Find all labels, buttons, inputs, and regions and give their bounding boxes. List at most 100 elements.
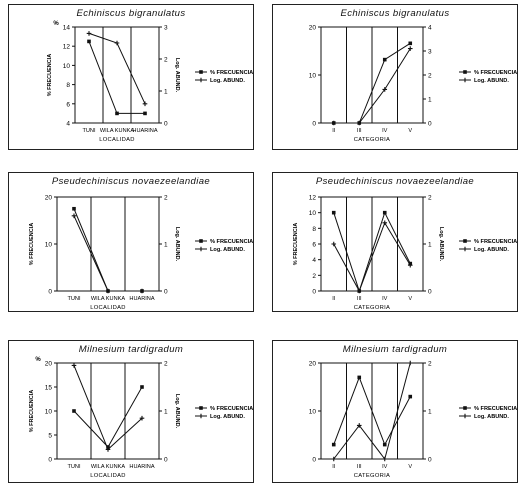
legend-label-frecuencia: % FRECUENCIA xyxy=(474,239,517,245)
y-left-tick-label: 14 xyxy=(63,25,71,32)
legend-label-frecuencia: % FRECUENCIA xyxy=(210,70,253,76)
y-right-tick-label: 1 xyxy=(164,409,168,416)
y-right-tick-label: 0 xyxy=(428,457,432,464)
series-point-plus xyxy=(407,46,413,51)
x-tick-label: TUNI xyxy=(82,128,95,134)
legend-marker-plus xyxy=(462,77,468,83)
legend-label-abund: Log. ABUND. xyxy=(474,414,509,420)
x-tick-label: WILA KUNKA xyxy=(100,128,134,134)
y-left-axis-title: % FRECUENCIA xyxy=(29,223,35,266)
x-tick-label: V xyxy=(408,464,412,470)
series-point-plus xyxy=(139,415,145,421)
y-left-tick-label: 0 xyxy=(312,121,316,128)
legend-marker-square xyxy=(199,406,203,410)
x-tick-label: WILA KUNKA xyxy=(91,464,125,470)
series-point-square xyxy=(408,394,413,399)
series-point-square xyxy=(87,39,91,44)
y-left-tick-label: 20 xyxy=(309,25,317,32)
x-tick-label: V xyxy=(408,296,412,302)
y-right-tick-label: 2 xyxy=(164,195,168,202)
x-tick-label: TUNI xyxy=(67,296,80,302)
y-left-axis-title: % FRECUENCIA xyxy=(47,54,53,97)
series-point-square xyxy=(331,210,336,215)
series-point-plus xyxy=(382,220,388,226)
legend-label-frecuencia: % FRECUENCIA xyxy=(474,70,517,76)
x-axis-label: LOCALIDAD xyxy=(90,305,126,311)
x-tick-label: V xyxy=(408,128,412,134)
legend-marker-plus xyxy=(198,246,204,252)
y-right-tick-label: 0 xyxy=(428,289,432,296)
series-line xyxy=(333,221,411,293)
y-right-axis-title: Log. ABUND. xyxy=(438,227,444,262)
y-left-tick-label: 6 xyxy=(312,242,316,249)
x-tick-label: II xyxy=(332,296,336,302)
y-left-tick-label: 20 xyxy=(45,361,53,368)
y-left-tick-label: 5 xyxy=(48,433,52,440)
chart-title: Milnesium tardigradum xyxy=(342,344,448,355)
series-point-square xyxy=(408,41,413,46)
x-tick-label: WILA KUNKA xyxy=(91,296,125,302)
series-line xyxy=(88,41,145,114)
x-tick-label: HUARINA xyxy=(129,464,154,470)
y-left-axis-title: % FRECUENCIA xyxy=(29,390,35,433)
legend-label-abund: Log. ABUND. xyxy=(210,78,245,84)
series-point-plus xyxy=(105,288,111,294)
y-left-tick-label: 0 xyxy=(312,457,316,464)
legend-label-frecuencia: % FRECUENCIA xyxy=(210,406,253,412)
series-line xyxy=(73,365,143,451)
series-point-square xyxy=(72,206,76,211)
y-right-tick-label: 2 xyxy=(428,195,432,202)
legend-marker-plus xyxy=(198,413,204,419)
y-left-tick-label: 2 xyxy=(312,273,316,280)
chart-panel-pseudechiniscus-categoria: Pseudechiniscus novaezeelandiae 0 2 4 6 8 10 1… xyxy=(272,172,518,312)
series-point-plus xyxy=(139,288,145,294)
legend-label-abund: Log. ABUND. xyxy=(474,247,509,253)
y-right-tick-label: 0 xyxy=(164,457,168,464)
y-right-tick-label: 0 xyxy=(428,121,432,128)
y-left-tick-label: 10 xyxy=(45,409,53,416)
series-point-plus xyxy=(105,447,111,452)
series-point-square xyxy=(115,111,119,116)
y-right-tick-label: 2 xyxy=(164,361,168,368)
series-line xyxy=(333,48,411,124)
legend-marker-square xyxy=(463,406,467,410)
series-point-plus xyxy=(86,31,92,36)
y-left-tick-label: 8 xyxy=(66,82,70,89)
series-line xyxy=(333,362,411,461)
chart-svg: 0 5 10 15 20 0 1 2 TUNI WILA KUNKA HUARINALOCALIDA… xyxy=(29,357,253,479)
y-left-tick-label: 0 xyxy=(48,457,52,464)
series-point-plus xyxy=(114,40,120,46)
y-left-axis-mark: % xyxy=(35,357,41,363)
y-left-tick-label: 10 xyxy=(63,63,71,70)
x-tick-label: IV xyxy=(382,128,388,134)
y-left-tick-label: 20 xyxy=(45,195,53,202)
chart-panel-pseudechiniscus-localidad: Pseudechiniscus novaezeelandiae 0 10 20 0 1 2… xyxy=(8,172,254,312)
chart-title: Pseudechiniscus novaezeelandiae xyxy=(315,176,475,187)
y-right-tick-label: 1 xyxy=(428,242,432,249)
y-left-axis-mark: % xyxy=(53,21,59,27)
x-tick-label: III xyxy=(357,128,362,134)
series-point-square xyxy=(143,111,147,116)
x-axis-label: LOCALIDAD xyxy=(90,473,126,479)
x-tick-label: II xyxy=(332,464,336,470)
y-right-tick-label: 0 xyxy=(164,121,168,128)
y-right-axis-title: Log. ABUND. xyxy=(174,227,180,262)
y-left-tick-label: 0 xyxy=(312,289,316,296)
series-point-square xyxy=(382,57,387,62)
series-point-plus xyxy=(356,120,362,126)
legend-label-frecuencia: % FRECUENCIA xyxy=(474,406,517,412)
y-right-tick-label: 1 xyxy=(428,409,432,416)
y-right-tick-label: 1 xyxy=(164,89,168,96)
chart-title: Pseudechiniscus novaezeelandiae xyxy=(51,176,211,187)
x-tick-label: HUARINA xyxy=(132,128,157,134)
y-left-tick-label: 12 xyxy=(63,44,71,51)
x-tick-label: IV xyxy=(382,464,388,470)
y-right-tick-label: 0 xyxy=(164,289,168,296)
x-axis-label: CATEGORIA xyxy=(354,137,390,143)
y-right-axis-title: Log. ABUND. xyxy=(174,394,180,429)
y-right-tick-label: 1 xyxy=(428,97,432,104)
series-line xyxy=(333,211,411,293)
